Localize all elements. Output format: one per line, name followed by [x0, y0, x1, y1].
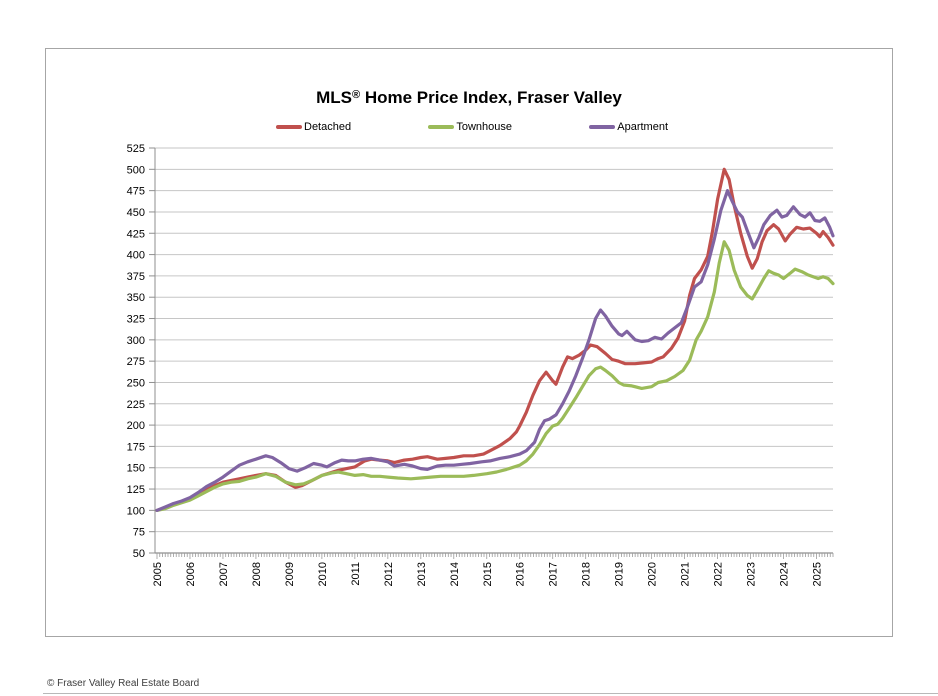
svg-text:400: 400 [127, 250, 145, 262]
svg-text:75: 75 [133, 527, 145, 539]
svg-text:2008: 2008 [251, 562, 263, 586]
chart-title: MLS® Home Price Index, Fraser Valley [45, 88, 893, 108]
page-bottom-rule [43, 693, 938, 694]
svg-text:250: 250 [127, 377, 145, 389]
svg-text:2023: 2023 [746, 562, 758, 586]
svg-text:2013: 2013 [416, 562, 428, 586]
svg-text:2009: 2009 [284, 562, 296, 586]
svg-text:2017: 2017 [548, 562, 560, 586]
svg-text:475: 475 [127, 186, 145, 198]
legend-label-townhouse: Townhouse [456, 121, 512, 133]
svg-text:2024: 2024 [779, 562, 791, 586]
chart-title-mls: MLS [316, 88, 353, 107]
svg-text:2014: 2014 [449, 562, 461, 586]
svg-text:2021: 2021 [680, 562, 692, 586]
svg-text:2011: 2011 [350, 562, 362, 586]
svg-text:125: 125 [127, 484, 145, 496]
legend-label-detached: Detached [304, 121, 352, 133]
svg-text:2007: 2007 [218, 562, 230, 586]
svg-text:100: 100 [127, 505, 145, 517]
svg-text:2022: 2022 [713, 562, 725, 586]
legend-item-detached: Detached [276, 121, 351, 133]
svg-text:50: 50 [133, 548, 145, 560]
svg-text:200: 200 [127, 420, 145, 432]
svg-text:175: 175 [127, 441, 145, 453]
svg-text:2015: 2015 [482, 562, 494, 586]
svg-text:2006: 2006 [185, 562, 197, 586]
copyright-footer: © Fraser Valley Real Estate Board [47, 678, 200, 689]
svg-text:525: 525 [127, 143, 145, 155]
chart-frame [45, 48, 893, 637]
svg-text:225: 225 [127, 399, 145, 411]
svg-text:425: 425 [127, 228, 145, 240]
apartment-line-swatch-icon [589, 125, 616, 129]
svg-text:2005: 2005 [152, 562, 164, 586]
townhouse-line-swatch-icon [428, 125, 455, 129]
svg-text:2020: 2020 [647, 562, 659, 586]
svg-text:2019: 2019 [614, 562, 626, 586]
legend-label-apartment: Apartment [617, 121, 668, 133]
legend-item-townhouse: Townhouse [428, 121, 512, 133]
legend: Detached Townhouse Apartment [276, 121, 668, 133]
svg-text:2018: 2018 [581, 562, 593, 586]
svg-text:300: 300 [127, 335, 145, 347]
svg-text:450: 450 [127, 207, 145, 219]
svg-text:275: 275 [127, 356, 145, 368]
svg-text:375: 375 [127, 271, 145, 283]
chart-title-rest: Home Price Index, Fraser Valley [360, 88, 622, 107]
svg-text:500: 500 [127, 164, 145, 176]
svg-text:150: 150 [127, 463, 145, 475]
svg-text:325: 325 [127, 314, 145, 326]
svg-text:2016: 2016 [515, 562, 527, 586]
svg-text:2010: 2010 [317, 562, 329, 586]
svg-text:2012: 2012 [383, 562, 395, 586]
svg-text:350: 350 [127, 292, 145, 304]
registered-trademark-symbol: ® [352, 89, 361, 101]
legend-item-apartment: Apartment [589, 121, 668, 133]
svg-text:2025: 2025 [812, 562, 824, 586]
detached-line-swatch-icon [276, 125, 302, 129]
